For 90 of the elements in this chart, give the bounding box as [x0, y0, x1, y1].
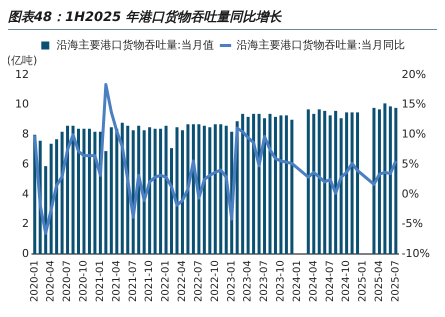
- bar: [202, 126, 206, 254]
- bar: [208, 127, 212, 254]
- bar: [186, 124, 190, 254]
- bar: [88, 128, 91, 254]
- bar: [345, 112, 348, 254]
- x-tick-label: 2022-04: [177, 260, 188, 302]
- bar: [110, 127, 113, 254]
- y2-tick-label: 10%: [402, 128, 426, 141]
- x-tick-label: 2020-10: [78, 260, 90, 302]
- x-tick-label: 2020-04: [46, 260, 57, 302]
- x-tick-label: 2022-10: [210, 260, 221, 302]
- bar: [219, 124, 222, 254]
- y2-tick-label: -10%: [402, 247, 430, 260]
- bar: [290, 120, 294, 254]
- y2-tick-label: 0%: [402, 187, 420, 200]
- x-tick-label: 2023-04: [242, 260, 254, 302]
- bar: [142, 130, 146, 254]
- bar: [350, 112, 354, 254]
- x-tick-label: 2020-07: [62, 260, 74, 302]
- x-tick-label: 2023-10: [276, 260, 287, 302]
- bar: [258, 114, 261, 254]
- x-tick-label: 2021-04: [111, 260, 122, 302]
- bar: [60, 132, 64, 254]
- y-tick-label: 8: [22, 128, 29, 141]
- x-tick-label: 2025-07: [390, 260, 402, 302]
- bar: [383, 103, 386, 254]
- x-tick-label: 2024-04: [308, 260, 320, 302]
- bar: [164, 126, 168, 254]
- bar: [159, 128, 162, 254]
- bar: [246, 116, 250, 254]
- y2-tick-label: 5%: [402, 157, 420, 170]
- bar: [328, 115, 332, 254]
- bar: [388, 106, 392, 254]
- bar: [93, 132, 96, 254]
- chart-title: 图表48：1H2025 年港口货物吞吐量同比增长: [8, 8, 437, 30]
- bar: [394, 108, 398, 254]
- y-tick-label: 6: [22, 157, 29, 170]
- x-tick-label: 2024-01: [292, 260, 303, 302]
- bar: [77, 128, 80, 254]
- bar: [154, 128, 157, 254]
- x-tick-label: 2025-01: [358, 260, 369, 302]
- bar: [274, 116, 277, 254]
- legend-label: 沿海主要港口货物吞吐量:当月同比: [236, 38, 406, 52]
- legend-label: 沿海主要港口货物吞吐量:当月值: [56, 38, 214, 52]
- y-tick-label: 4: [22, 187, 29, 200]
- bar: [115, 128, 118, 254]
- bar: [378, 109, 381, 254]
- bar: [148, 127, 152, 254]
- y-tick-label: 10: [14, 98, 29, 111]
- x-tick-label: 2020-01: [29, 260, 40, 302]
- x-tick-label: 2022-07: [193, 260, 204, 302]
- bar: [170, 148, 174, 254]
- y2-tick-label: 20%: [402, 68, 426, 81]
- bar: [268, 114, 272, 254]
- bar: [306, 109, 310, 254]
- x-tick-label: 2021-01: [94, 260, 106, 302]
- bar: [252, 114, 256, 254]
- bar: [175, 127, 178, 254]
- x-tick-label: 2024-07: [324, 260, 336, 302]
- y-tick-label: 0: [22, 247, 29, 260]
- bar: [279, 115, 282, 254]
- bar: [340, 118, 343, 254]
- x-tick-label: 2021-10: [144, 260, 156, 302]
- x-tick-label: 2024-10: [341, 260, 352, 302]
- bar: [323, 110, 326, 254]
- bar: [180, 130, 184, 254]
- bar: [312, 114, 316, 254]
- bar: [263, 118, 266, 254]
- bar: [318, 109, 321, 254]
- y-tick-label: 12: [14, 68, 29, 81]
- bar: [284, 115, 288, 254]
- bar: [55, 139, 58, 254]
- x-tick-label: 2022-01: [160, 260, 172, 302]
- bar: [372, 108, 376, 254]
- bar: [356, 112, 360, 254]
- bar: [82, 128, 86, 254]
- bar: [66, 126, 70, 254]
- bar: [214, 124, 217, 254]
- x-tick-label: 2025-04: [374, 260, 386, 302]
- y2-tick-label: -5%: [402, 217, 424, 230]
- bar: [334, 110, 338, 254]
- x-tick-label: 2023-01: [226, 260, 238, 302]
- y-tick-label: 2: [22, 217, 29, 230]
- bar: [104, 151, 108, 254]
- bar: [72, 126, 75, 254]
- bar: [241, 114, 244, 254]
- x-tick-label: 2021-07: [128, 260, 139, 302]
- y2-tick-label: 15%: [402, 98, 426, 111]
- x-tick-label: 2023-07: [259, 260, 270, 302]
- y-axis-title: (亿吨): [6, 54, 38, 67]
